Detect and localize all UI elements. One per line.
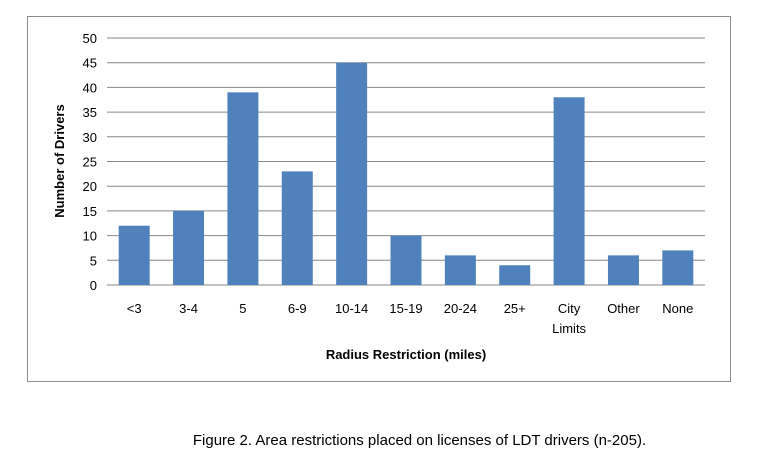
bar xyxy=(607,255,639,285)
bar xyxy=(553,97,585,285)
bar xyxy=(499,265,531,285)
y-tick-label: 20 xyxy=(83,179,97,194)
x-tick-label: None xyxy=(662,301,693,316)
gridlines xyxy=(107,37,705,286)
y-tick-label: 35 xyxy=(83,105,97,120)
bars xyxy=(118,62,694,286)
x-tick-label: 10-14 xyxy=(335,301,368,316)
x-tick-label: Other xyxy=(607,301,640,316)
y-axis-title: Number of Drivers xyxy=(52,104,67,217)
x-tick-label: 15-19 xyxy=(389,301,422,316)
x-tick-label: <3 xyxy=(127,301,142,316)
y-tick-labels: 0 5 10 15 20 25 30 35 40 45 50 xyxy=(83,31,97,293)
y-tick-label: 5 xyxy=(90,253,97,268)
bar xyxy=(173,210,205,285)
bar xyxy=(336,62,368,286)
x-tick-label: City Limits xyxy=(552,301,586,336)
x-tick-labels: <3 3-4 5 6-9 10-14 15-19 20-24 25+ City Limits Oth… xyxy=(127,301,694,336)
y-tick-label: 50 xyxy=(83,31,97,46)
bar xyxy=(281,171,313,285)
y-tick-label: 45 xyxy=(83,56,97,71)
y-tick-label: 30 xyxy=(83,130,97,145)
y-tick-label: 40 xyxy=(83,80,97,95)
x-tick-label: 25+ xyxy=(504,301,526,316)
bar xyxy=(390,235,422,285)
y-tick-label: 15 xyxy=(83,204,97,219)
bar xyxy=(444,255,476,285)
y-tick-label: 0 xyxy=(90,278,97,293)
bar xyxy=(118,225,150,285)
y-tick-label: 25 xyxy=(83,155,97,170)
x-axis-title: Radius Restriction (miles) xyxy=(326,347,486,362)
x-tick-label: 20-24 xyxy=(444,301,477,316)
x-tick-label: 5 xyxy=(239,301,246,316)
bar xyxy=(662,250,694,285)
x-tick-label: 3-4 xyxy=(179,301,198,316)
figure-caption: Figure 2. Area restrictions placed on li… xyxy=(192,432,647,449)
bar-chart: 0 5 10 15 20 25 30 35 40 45 50 <3 3-4 5 6-9 10-14 15-19… xyxy=(52,31,705,362)
x-tick-label: 6-9 xyxy=(288,301,307,316)
chart-frame xyxy=(27,16,731,382)
y-tick-label: 10 xyxy=(83,229,97,244)
bar xyxy=(227,92,259,285)
